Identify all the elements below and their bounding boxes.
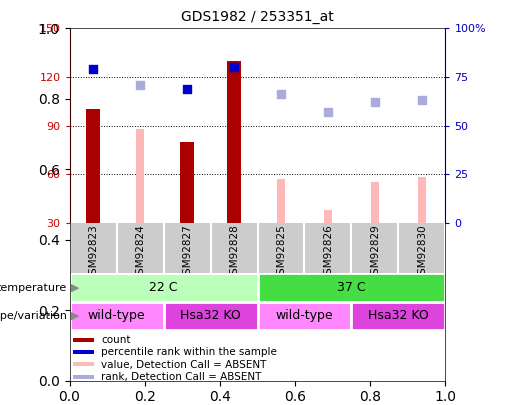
Text: genotype/variation: genotype/variation [0,311,67,321]
Text: Hsa32 KO: Hsa32 KO [180,309,241,322]
Text: GSM92824: GSM92824 [135,224,145,281]
Point [183,85,191,92]
Bar [180,142,194,223]
Text: 22 C: 22 C [149,281,178,294]
Text: Hsa32 KO: Hsa32 KO [368,309,429,322]
Text: GSM92827: GSM92827 [182,224,192,281]
Text: wild-type: wild-type [88,309,145,322]
Bar [70,273,258,302]
Point [230,64,238,70]
Point [89,66,97,72]
Point [277,91,285,98]
Bar [227,61,241,223]
Text: GSM92828: GSM92828 [229,224,239,281]
Bar [136,129,144,223]
Text: GSM92829: GSM92829 [370,224,380,281]
Bar [86,109,100,223]
Text: ▶: ▶ [71,283,79,292]
Point [371,99,379,105]
Bar [164,302,258,330]
Bar [73,338,94,342]
Bar [73,362,94,367]
Point [324,109,332,115]
Bar [419,177,425,223]
Point [418,97,426,104]
Text: rank, Detection Call = ABSENT: rank, Detection Call = ABSENT [101,372,262,382]
Bar [352,302,445,330]
Bar [371,182,379,223]
Text: count: count [101,335,131,345]
Bar [278,179,284,223]
Bar [73,350,94,354]
Text: value, Detection Call = ABSENT: value, Detection Call = ABSENT [101,360,267,370]
Bar [258,302,351,330]
Bar [70,302,164,330]
Bar [73,375,94,379]
Text: percentile rank within the sample: percentile rank within the sample [101,347,278,358]
Bar [324,210,332,223]
Text: GSM92830: GSM92830 [417,224,427,281]
Text: wild-type: wild-type [276,309,333,322]
Point [136,81,144,88]
Text: 37 C: 37 C [337,281,366,294]
Text: ▶: ▶ [71,311,79,321]
Text: GDS1982 / 253351_at: GDS1982 / 253351_at [181,10,334,24]
Text: GSM92823: GSM92823 [88,224,98,281]
Bar [258,273,445,302]
Text: GSM92825: GSM92825 [276,224,286,281]
Text: GSM92826: GSM92826 [323,224,333,281]
Text: temperature: temperature [0,283,67,292]
